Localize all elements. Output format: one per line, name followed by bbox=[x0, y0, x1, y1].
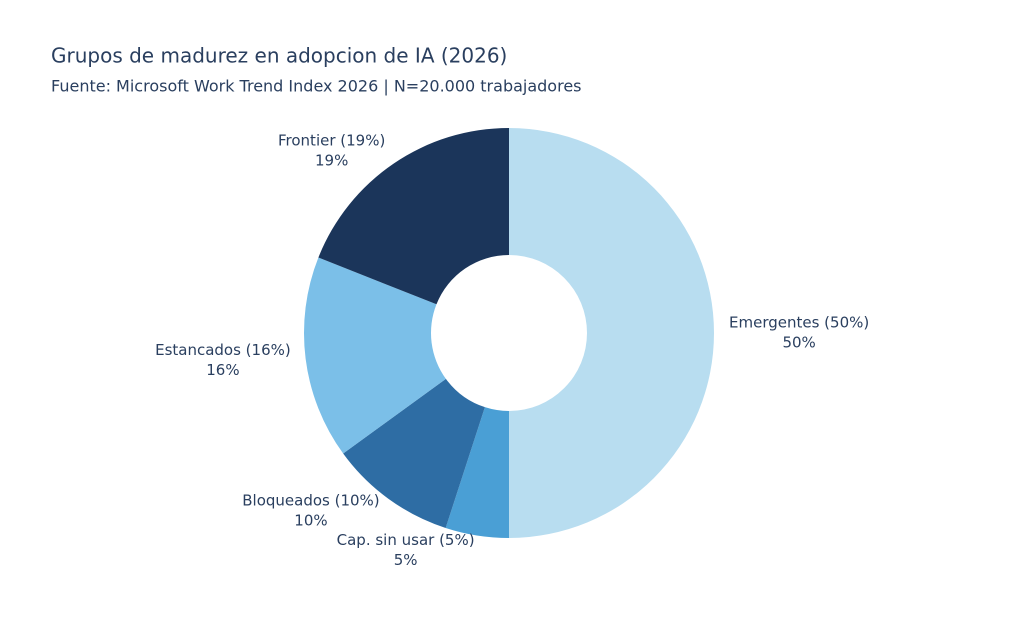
slice-value-label: 19% bbox=[315, 152, 348, 170]
donut-slice bbox=[509, 128, 714, 538]
slice-label: Emergentes (50%) bbox=[729, 314, 869, 332]
slice-label: Frontier (19%) bbox=[278, 132, 385, 150]
slice-label: Bloqueados (10%) bbox=[242, 491, 379, 509]
chart-subtitle: Fuente: Microsoft Work Trend Index 2026 … bbox=[51, 77, 582, 96]
slice-label: Cap. sin usar (5%) bbox=[337, 531, 475, 549]
slice-value-label: 50% bbox=[782, 334, 815, 352]
slice-label: Estancados (16%) bbox=[155, 341, 291, 359]
slice-value-label: 10% bbox=[294, 511, 327, 529]
donut-slice bbox=[304, 257, 446, 454]
chart-title: Grupos de madurez en adopcion de IA (202… bbox=[51, 44, 507, 68]
slice-value-label: 16% bbox=[206, 361, 239, 379]
donut-slice bbox=[318, 128, 509, 305]
slice-value-label: 5% bbox=[394, 551, 418, 569]
donut-slice bbox=[445, 407, 509, 538]
donut-slice bbox=[343, 378, 485, 528]
